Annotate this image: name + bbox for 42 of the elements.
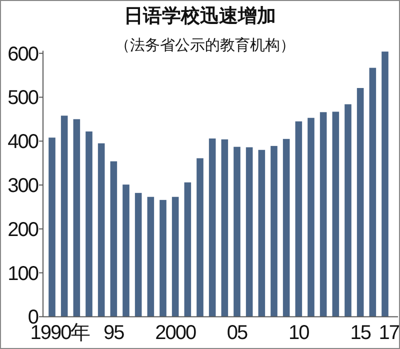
bar: [320, 112, 327, 317]
y-tick-label: 600: [8, 43, 39, 66]
y-tick-label: 100: [8, 262, 39, 285]
bar: [221, 139, 228, 317]
bar: [98, 143, 105, 317]
bar: [234, 146, 240, 317]
bar: [356, 88, 364, 317]
bar: [196, 158, 204, 317]
x-tick-label: 95: [104, 322, 125, 344]
y-tick-label: 200: [8, 218, 39, 241]
bar: [134, 192, 142, 317]
y-tick-label: 400: [8, 131, 39, 154]
chart-subtitle: （法务省公示的教育机构）: [115, 37, 295, 54]
chart-title: 日语学校迅速增加: [124, 5, 276, 27]
y-tick-label: 500: [8, 87, 39, 110]
bar: [332, 112, 340, 317]
x-tick-label: 17: [378, 322, 400, 344]
bar: [295, 121, 302, 317]
bar: [147, 196, 154, 317]
bar: [160, 200, 166, 317]
bar: [369, 68, 376, 317]
bar: [172, 196, 179, 317]
bar: [86, 131, 92, 317]
x-tick-label: 2000: [155, 322, 196, 344]
bar: [48, 138, 56, 317]
bar: [184, 182, 192, 317]
bar: [73, 119, 80, 317]
bar: [282, 138, 290, 317]
bar: [308, 118, 314, 317]
bar: [344, 104, 352, 317]
bar: [60, 116, 68, 317]
bar: [208, 138, 216, 317]
y-tick-label: 300: [8, 175, 39, 198]
bar: [270, 146, 278, 317]
bar: [382, 52, 388, 317]
bar: [110, 161, 118, 317]
x-tick-label: 15: [350, 322, 372, 344]
bar: [258, 150, 266, 317]
bar: [246, 147, 253, 317]
bar: [122, 184, 130, 317]
x-tick-label: 10: [288, 322, 310, 344]
x-tick-label: 05: [226, 322, 248, 344]
